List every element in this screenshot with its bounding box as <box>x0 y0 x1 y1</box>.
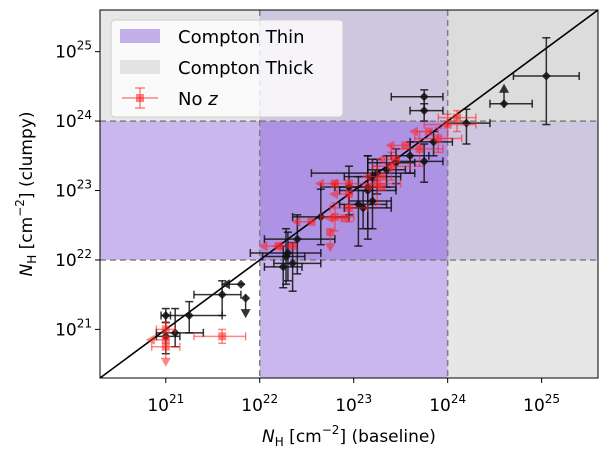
legend-nz-marker <box>122 87 158 109</box>
z-point-1 <box>489 83 533 109</box>
nz-point-1 <box>437 109 477 133</box>
nz-point-24 <box>155 321 176 338</box>
x-axis-label: NH [cm−2] (baseline) <box>262 423 436 449</box>
x-tick-label-1: 1022 <box>241 392 278 416</box>
legend-thick-label: Compton Thick <box>178 58 314 79</box>
y-label-unit-pre: [cm <box>17 217 37 255</box>
y-tick-label-2: 1023 <box>55 178 92 202</box>
z-point-21 <box>273 241 322 292</box>
z-point-26 <box>240 293 251 319</box>
x-tick-label-3: 1024 <box>429 392 466 416</box>
nz-point-10 <box>361 182 386 193</box>
nz-point-17 <box>325 228 336 253</box>
legend-box <box>110 19 344 118</box>
legend-thin-swatch <box>120 29 160 43</box>
z-point-19 <box>263 214 336 275</box>
y-label-unit-post: ] (clumpy) <box>17 112 37 200</box>
x-label-base: N <box>262 427 275 447</box>
x-tick-label-2: 1023 <box>335 392 372 416</box>
nz-point-21 <box>193 328 247 345</box>
nz-point-22 <box>145 334 170 345</box>
nz-point-5 <box>385 140 410 151</box>
x-label-sub: H <box>275 435 284 449</box>
legend-nz-text: No <box>178 89 208 110</box>
x-tick-label-0: 1021 <box>147 392 184 416</box>
y-label-base: N <box>17 263 37 276</box>
y-axis-label: NH [cm−2] (clumpy) <box>13 112 39 277</box>
z-point-27 <box>165 300 223 334</box>
nz-point-16 <box>320 202 355 232</box>
nz-point-9 <box>348 165 402 206</box>
x-label-unit-post: ] (baseline) <box>339 427 436 447</box>
z-point-30 <box>160 307 172 324</box>
nz-point-12 <box>314 178 339 189</box>
y-tick-label-3: 1024 <box>55 108 92 132</box>
z-point-4 <box>409 102 444 122</box>
y-label-sub: H <box>25 255 39 264</box>
legend-thin-label: Compton Thin <box>178 27 305 48</box>
y-label-unit-exp: −2 <box>13 199 27 217</box>
z-point-23 <box>261 227 306 286</box>
z-point-0 <box>512 37 580 126</box>
y-tick-label-4: 1025 <box>55 39 92 63</box>
nz-point-4 <box>390 130 444 167</box>
x-label-unit-pre: [cm <box>284 427 322 447</box>
y-tick-label-1: 1022 <box>55 247 92 271</box>
z-point-24 <box>193 280 242 317</box>
legend-nz-label: No z <box>178 89 218 110</box>
x-axis-ticks: 1021 1022 1023 1024 1025 <box>147 378 560 416</box>
x-tick-label-4: 1025 <box>523 392 560 416</box>
legend: Compton Thin Compton Thick No z <box>110 19 344 118</box>
legend-thick-swatch <box>120 60 160 74</box>
nz-point-23 <box>150 342 181 367</box>
z-point-25 <box>220 279 246 290</box>
y-tick-label-0: 1021 <box>55 316 92 340</box>
z-point-2 <box>446 108 491 145</box>
x-label-unit-exp: −2 <box>322 423 340 437</box>
y-axis-ticks: 1021 1022 1023 1024 1025 <box>55 39 100 340</box>
nz-point-19 <box>272 241 297 252</box>
series-no-z <box>145 109 477 367</box>
nz-point-0 <box>423 113 477 140</box>
plot-frame <box>99 9 599 379</box>
legend-nz-italic: z <box>207 89 218 110</box>
nz-point-20 <box>291 216 316 227</box>
